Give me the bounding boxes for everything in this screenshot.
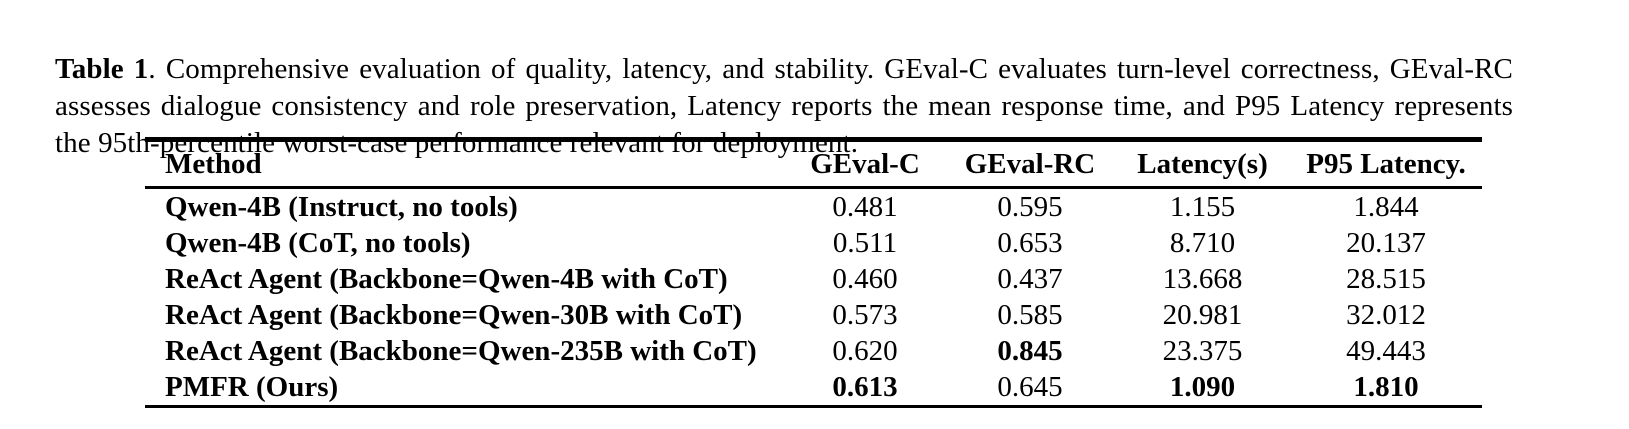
table-row: Qwen-4B (CoT, no tools) 0.511 0.653 8.71… [145, 225, 1482, 261]
value-cell: 0.613 [832, 370, 898, 403]
value-cell: 0.460 [832, 262, 898, 295]
header-cell-p95-latency: P95 Latency. [1290, 139, 1482, 189]
table-row: ReAct Agent (Backbone=Qwen-30B with CoT)… [145, 297, 1482, 333]
table-row: PMFR (Ours) 0.613 0.645 1.090 1.810 [145, 369, 1482, 407]
table-row: ReAct Agent (Backbone=Qwen-4B with CoT) … [145, 261, 1482, 297]
header-cell-geval-c: GEval-C [785, 139, 945, 189]
method-cell: Qwen-4B (CoT, no tools) [165, 226, 471, 259]
method-cell: PMFR (Ours) [165, 370, 339, 403]
value-cell: 8.710 [1169, 226, 1236, 259]
value-cell: 0.645 [997, 370, 1063, 403]
value-cell: 1.090 [1169, 370, 1236, 403]
value-cell: 20.137 [1346, 226, 1426, 259]
table-row: Qwen-4B (Instruct, no tools) 0.481 0.595… [145, 188, 1482, 226]
method-cell: ReAct Agent (Backbone=Qwen-235B with CoT… [165, 334, 757, 367]
value-cell: 49.443 [1346, 334, 1426, 367]
value-cell: 0.595 [997, 190, 1063, 223]
value-cell: 13.668 [1162, 262, 1243, 295]
value-cell: 23.375 [1162, 334, 1243, 367]
value-cell: 0.573 [832, 298, 898, 331]
value-cell: 0.620 [832, 334, 898, 367]
value-cell: 0.511 [832, 226, 898, 259]
value-cell: 0.437 [997, 262, 1063, 295]
method-cell: Qwen-4B (Instruct, no tools) [165, 190, 518, 223]
value-cell: 0.585 [997, 298, 1063, 331]
value-cell: 1.810 [1353, 370, 1419, 403]
results-table: Method GEval-C GEval-RC Latency(s) P95 L… [145, 137, 1482, 408]
header-cell-geval-rc: GEval-RC [945, 139, 1115, 189]
method-cell: ReAct Agent (Backbone=Qwen-30B with CoT) [165, 298, 743, 331]
value-cell: 0.845 [997, 334, 1063, 367]
value-cell: 0.481 [832, 190, 898, 223]
header-cell-latency: Latency(s) [1115, 139, 1290, 189]
value-cell: 20.981 [1162, 298, 1243, 331]
table-caption-label: Table 1 [55, 53, 149, 85]
table-row: ReAct Agent (Backbone=Qwen-235B with CoT… [145, 333, 1482, 369]
value-cell: 1.844 [1353, 190, 1419, 223]
value-cell: 0.653 [997, 226, 1063, 259]
value-cell: 32.012 [1346, 298, 1426, 331]
header-cell-method: Method [145, 139, 785, 189]
table-header-row: Method GEval-C GEval-RC Latency(s) P95 L… [145, 139, 1482, 189]
value-cell: 28.515 [1346, 262, 1426, 295]
method-cell: ReAct Agent (Backbone=Qwen-4B with CoT) [165, 262, 728, 295]
value-cell: 1.155 [1169, 190, 1236, 223]
